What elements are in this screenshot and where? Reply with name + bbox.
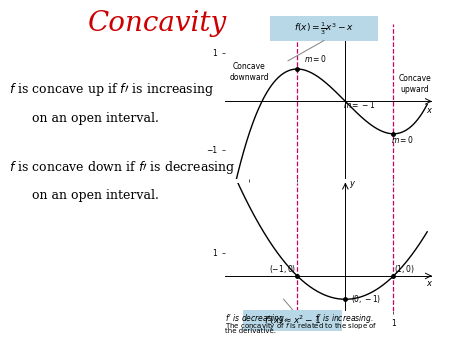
Text: $(1, 0)$: $(1, 0)$ (395, 263, 415, 275)
Text: $y$: $y$ (349, 21, 356, 31)
Text: Concave
upward: Concave upward (399, 74, 432, 94)
Text: $f$ is concave up if $f\prime$ is increasing: $f$ is concave up if $f\prime$ is increa… (9, 81, 214, 98)
Text: Concave
downward: Concave downward (229, 62, 269, 82)
Text: $x$: $x$ (426, 106, 433, 115)
Text: $(-1, 0)$: $(-1, 0)$ (269, 263, 296, 275)
Text: $x$: $x$ (426, 280, 433, 288)
Text: $f^{\prime}$ is increasing.: $f^{\prime}$ is increasing. (315, 312, 374, 325)
Text: $f(x) = \frac{1}{3}x^3 - x$: $f(x) = \frac{1}{3}x^3 - x$ (294, 20, 354, 37)
Text: $(0, -1)$: $(0, -1)$ (351, 293, 382, 305)
Text: The concavity of $f$ is related to the slope of: The concavity of $f$ is related to the s… (225, 321, 378, 331)
Text: $f^{\prime}$ is decreasing.: $f^{\prime}$ is decreasing. (225, 312, 286, 325)
Text: $m = 0$: $m = 0$ (391, 134, 414, 145)
Text: on an open interval.: on an open interval. (32, 189, 158, 202)
Text: $f$ is concave down if $f\prime$ is decreasing: $f$ is concave down if $f\prime$ is decr… (9, 159, 236, 176)
Text: the derivative.: the derivative. (225, 328, 276, 334)
Text: $f^{\prime}(x) \approx x^2 - 1$: $f^{\prime}(x) \approx x^2 - 1$ (264, 313, 321, 327)
Text: $m = -1$: $m = -1$ (343, 99, 375, 110)
Text: Concavity: Concavity (88, 10, 227, 37)
Text: $m = 0$: $m = 0$ (304, 52, 327, 64)
Text: $y$: $y$ (349, 179, 356, 190)
Text: on an open interval.: on an open interval. (32, 112, 158, 124)
